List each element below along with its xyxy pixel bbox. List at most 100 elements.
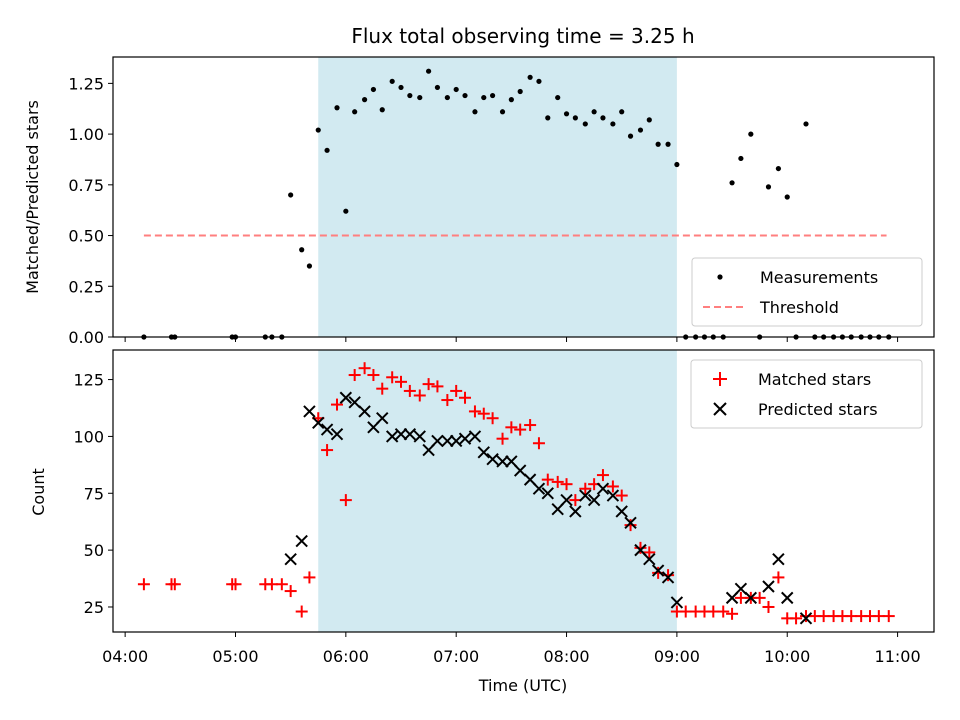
legend-measurements-marker — [717, 274, 723, 280]
predicted-marker-b — [312, 416, 325, 429]
bottom-legend-box — [690, 359, 923, 429]
predicted-star-marker — [670, 596, 684, 609]
measurement-point — [517, 88, 523, 95]
top-y-tick-label: 0.75 — [68, 176, 104, 195]
matched-star-marker — [348, 369, 361, 382]
bottom-y-tick-label: 50 — [84, 541, 104, 560]
bottom-x-axis: 04:00 05:00 06:00 07:00 08:00 09:00 10:00 11:00 — [102, 632, 921, 666]
top-shaded-span — [318, 57, 677, 337]
top-y-axis-label: Matched/Predicted stars — [23, 100, 42, 294]
predicted-star-marker — [348, 396, 361, 409]
measurement-point — [619, 109, 625, 115]
measurement-point — [324, 147, 330, 153]
measurement-point — [600, 115, 606, 121]
measurement-point — [784, 194, 790, 200]
predicted-star-marker — [587, 493, 601, 507]
predicted-star-marker — [643, 553, 656, 566]
matched-star-marker — [579, 482, 592, 495]
top-y-axis: 0.00 0.25 0.50 0.75 1.00 1.25 — [68, 74, 113, 347]
measurement-point — [729, 180, 735, 186]
x-tick-label: 06:00 — [323, 647, 369, 666]
matched-star-marker — [331, 398, 344, 411]
matched-star-marker — [762, 600, 775, 613]
matched-star-marker — [643, 546, 656, 559]
bottom-y-tick-label: 125 — [73, 371, 104, 390]
x-tick-label: 07:00 — [433, 647, 479, 666]
predicted-marker-b — [615, 505, 628, 518]
matched-star-marker — [624, 519, 637, 532]
matched-star-marker — [367, 369, 380, 382]
measurement-point — [407, 92, 413, 99]
predicted-marker-b — [496, 455, 509, 468]
predicted-marker-b — [734, 582, 748, 595]
matched-star-marker — [634, 541, 647, 554]
x-tick-label: 04:00 — [102, 647, 148, 666]
matched-star-marker — [560, 478, 573, 491]
top-panel: 0.00 0.25 0.50 0.75 1.00 1.25 Matched/Predict… — [23, 56, 935, 347]
predicted-marker-b — [320, 423, 334, 436]
matched-star-marker — [514, 423, 527, 436]
predicted-marker-b — [532, 482, 546, 495]
predicted-marker-b — [358, 405, 371, 418]
predicted-star-marker — [376, 412, 389, 425]
matched-star-marker — [468, 405, 481, 418]
matched-star-marker — [524, 419, 537, 432]
predicted-marker-b — [477, 446, 490, 459]
top-y-tick-label: 0.25 — [68, 277, 104, 296]
predicted-marker-b — [376, 412, 389, 425]
matched-star-marker — [882, 610, 895, 623]
matched-star-marker — [403, 384, 416, 397]
predicted-star-marker — [394, 427, 408, 441]
measurement-point — [765, 184, 772, 190]
predicted-star-marker — [295, 534, 308, 548]
predicted-star-marker — [303, 405, 316, 418]
bottom-y-axis: 25 50 75 100 125 — [73, 371, 113, 617]
x-axis-label: Time (UTC) — [478, 676, 567, 695]
predicted-marker-b — [541, 487, 554, 500]
matched-star-marker — [358, 362, 371, 375]
measurement-point — [637, 127, 644, 133]
x-tick-label: 11:00 — [875, 647, 921, 666]
measurement-point — [536, 78, 542, 84]
measurement-point — [462, 92, 468, 99]
measurement-point — [299, 247, 305, 253]
legend-threshold-label: Threshold — [759, 298, 839, 317]
measurement-point — [434, 84, 441, 91]
matched-star-marker — [772, 571, 785, 584]
matched-star-marker — [717, 605, 730, 618]
matched-star-marker — [726, 607, 739, 620]
predicted-marker-b — [606, 489, 620, 502]
predicted-star-marker — [458, 432, 472, 445]
predicted-star-marker — [541, 487, 554, 500]
matched-star-marker — [441, 394, 454, 407]
matched-star-marker — [422, 378, 435, 391]
predicted-star-marker — [385, 430, 399, 443]
matched-star-marker — [496, 432, 509, 445]
matched-star-marker — [303, 571, 316, 584]
matched-star-marker — [551, 475, 564, 488]
shaded-span-rect — [318, 57, 677, 337]
predicted-star-marker — [799, 612, 813, 625]
predicted-star-marker — [781, 591, 794, 605]
legend-predicted-marker — [713, 402, 727, 416]
predicted-stars-points — [284, 391, 813, 625]
predicted-star-marker — [413, 430, 426, 443]
predicted-star-marker — [312, 416, 325, 429]
measurement-point — [370, 86, 377, 93]
bottom-panel: 25 50 75 100 125 04:00 05:00 06:00 07:00 08:00 09… — [29, 349, 935, 695]
predicted-star-marker — [477, 446, 490, 459]
predicted-star-marker — [734, 582, 748, 595]
matched-stars-points — [137, 362, 895, 625]
predicted-marker-b — [634, 543, 647, 557]
matched-star-marker — [229, 578, 242, 591]
measurement-point — [417, 94, 423, 101]
predicted-marker-b — [762, 580, 775, 593]
predicted-star-marker — [569, 505, 582, 518]
measurement-point — [775, 165, 782, 172]
measurement-point — [315, 127, 321, 133]
predicted-marker-b — [799, 612, 813, 625]
predicted-marker-b — [569, 505, 582, 518]
measurement-point — [499, 109, 506, 115]
measurement-point — [343, 208, 349, 214]
